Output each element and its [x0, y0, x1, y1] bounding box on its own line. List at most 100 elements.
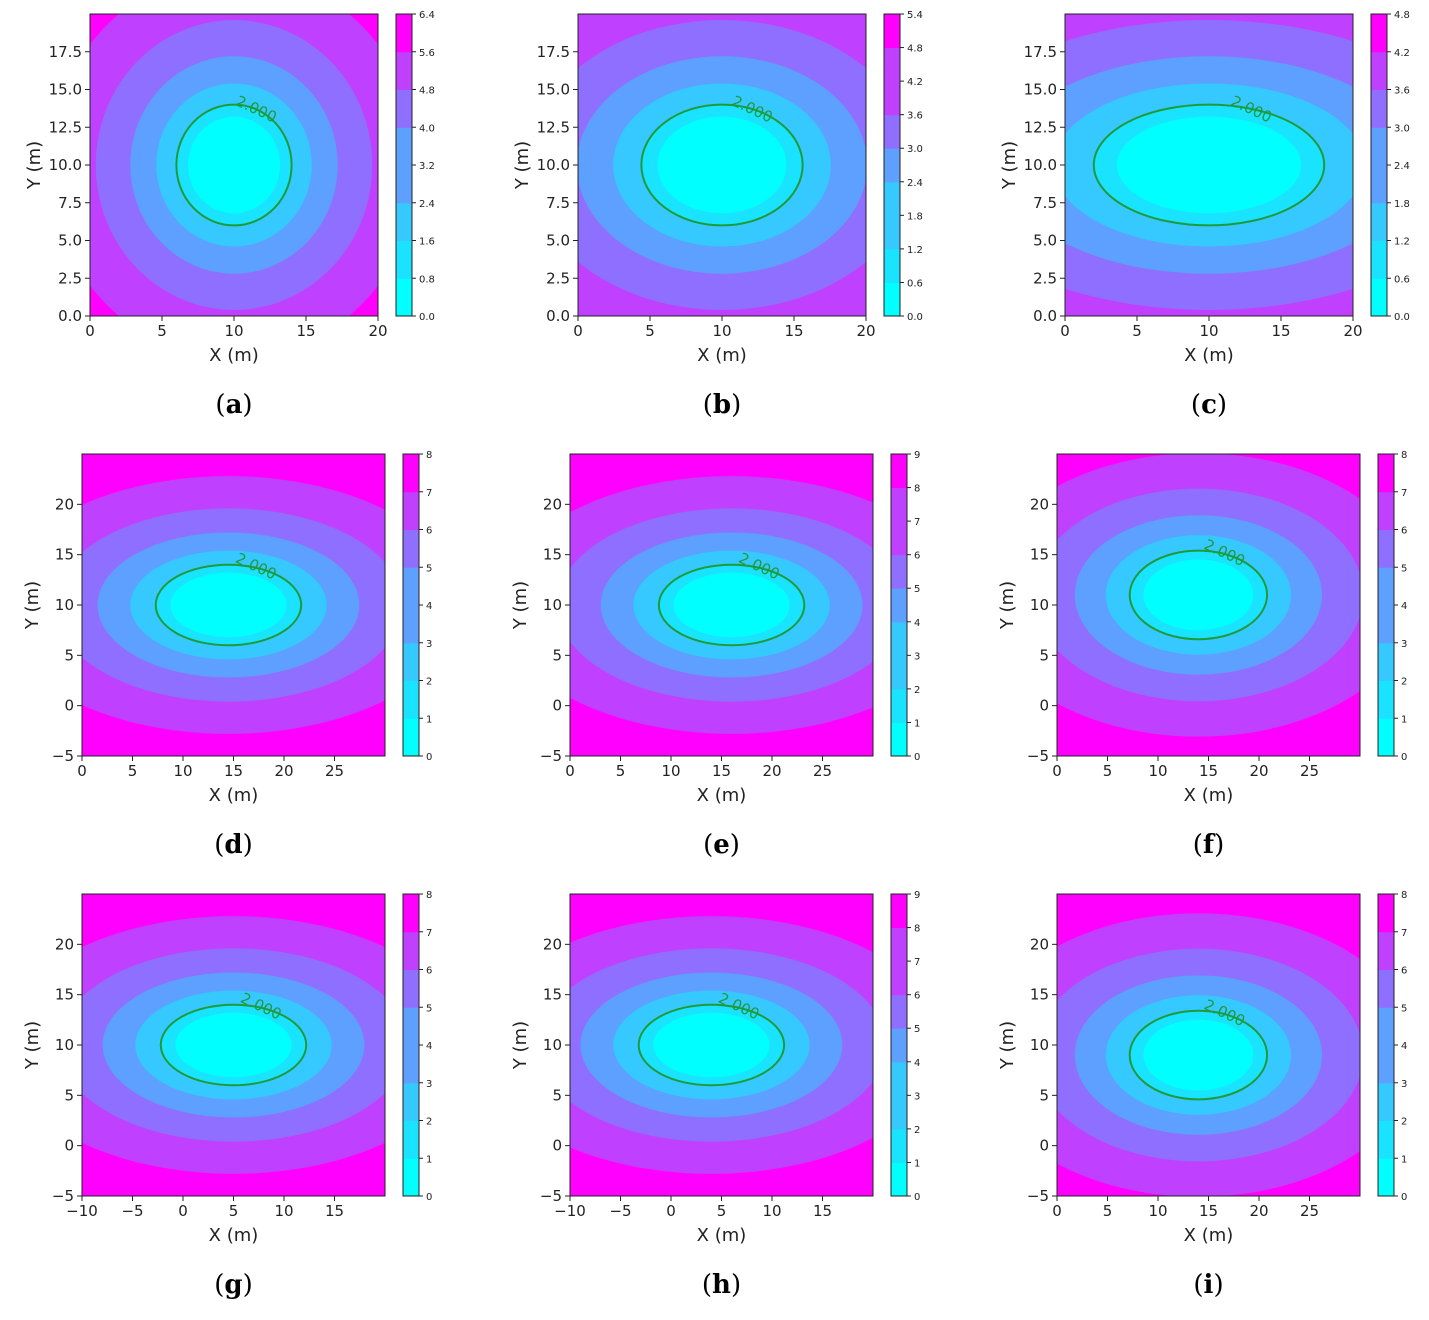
- x-tick-label: 15: [296, 322, 315, 340]
- colorbar-segment: [1378, 567, 1394, 606]
- x-tick-label: −10: [554, 1202, 586, 1220]
- band-core: [1143, 1019, 1254, 1091]
- colorbar-segment: [403, 718, 419, 757]
- x-axis-label: X (m): [1184, 785, 1234, 806]
- colorbar-segment: [403, 1158, 419, 1197]
- colorbar-tick-label: 6: [1401, 966, 1407, 977]
- y-tick-label: 0: [64, 697, 74, 715]
- colorbar-frame: [890, 893, 908, 1197]
- y-axis-label: Y (m): [997, 1021, 1018, 1070]
- y-axis-label: Y (m): [510, 581, 531, 630]
- colorbar-segment: [1378, 642, 1394, 681]
- y-axis-label: Y (m): [999, 141, 1020, 190]
- x-tick-label: 15: [1271, 322, 1290, 340]
- colorbar: 0.0 0.6 1.2 1.8 2.4 3.0 3.6 4.2 4.8: [1370, 10, 1410, 323]
- x-tick-label: 10: [1199, 322, 1218, 340]
- colorbar-tick-label: 5: [426, 563, 432, 574]
- colorbar: 0 1 2 3 4 5 6 7 8: [402, 890, 432, 1203]
- colorbar-tick-label: 4.2: [907, 77, 923, 88]
- x-tick-label: 0: [85, 322, 95, 340]
- colorbar-tick-label: 8: [1401, 450, 1407, 461]
- x-tick-label: 0: [666, 1202, 676, 1220]
- x-axis-label: X (m): [1184, 345, 1234, 366]
- colorbar-segment: [396, 202, 412, 241]
- panel-caption: (i): [1193, 1270, 1223, 1300]
- colorbar-tick-label: 3.6: [907, 111, 923, 122]
- y-axis-label: Y (m): [22, 581, 43, 630]
- colorbar-tick-label: 2.4: [907, 178, 923, 189]
- x-tick-label: 10: [762, 1202, 781, 1220]
- y-tick-label: 17.5: [1024, 43, 1057, 61]
- x-tick-label: 5: [157, 322, 167, 340]
- colorbar-segment: [396, 165, 412, 204]
- y-tick-label: 17.5: [49, 43, 82, 61]
- y-tick-label: 15: [55, 986, 74, 1004]
- colorbar-tick-label: 3.2: [419, 161, 435, 172]
- x-tick-label: 10: [1148, 1202, 1167, 1220]
- y-axis-label: Y (m): [997, 581, 1018, 630]
- x-tick-label: 15: [1199, 1202, 1218, 1220]
- colorbar-tick-label: 2.4: [419, 199, 435, 210]
- panel-caption: (d): [214, 830, 253, 860]
- band-core: [1116, 116, 1302, 214]
- colorbar-tick-label: 7: [426, 488, 432, 499]
- y-tick-label: 17.5: [537, 43, 570, 61]
- y-tick-label: 2.5: [1033, 269, 1057, 287]
- colorbar-tick-label: 4.8: [1394, 10, 1410, 21]
- y-tick-label: 10: [543, 1036, 562, 1054]
- y-tick-label: −5: [1027, 1187, 1049, 1205]
- colorbar-segment: [884, 282, 900, 317]
- x-tick-label: 10: [661, 762, 680, 780]
- colorbar-tick-label: 1.6: [419, 237, 435, 248]
- panel-caption: (b): [703, 390, 742, 420]
- y-tick-label: 15.0: [537, 81, 570, 99]
- y-tick-label: 10: [1030, 596, 1049, 614]
- y-tick-label: 0: [1039, 1137, 1049, 1155]
- colorbar-tick-label: 4: [1401, 1041, 1407, 1052]
- colorbar-tick-label: 0: [426, 752, 432, 763]
- x-tick-label: 10: [274, 1202, 293, 1220]
- plot-area: 2.000: [1057, 454, 1360, 756]
- colorbar-tick-label: 2: [1401, 1117, 1407, 1128]
- x-tick-label: 15: [784, 322, 803, 340]
- y-tick-label: 5: [1039, 646, 1049, 664]
- x-tick-label: 10: [1148, 762, 1167, 780]
- colorbar-segment: [891, 554, 907, 589]
- colorbar-segment: [403, 529, 419, 568]
- panel-caption: (f): [1193, 830, 1225, 860]
- colorbar-tick-label: 0.0: [1394, 312, 1410, 323]
- colorbar-tick-label: 6: [426, 966, 432, 977]
- contour-line: [1128, 1009, 1269, 1101]
- colorbar-segment: [1378, 454, 1394, 493]
- colorbar-segment: [403, 491, 419, 530]
- contour-line: [640, 103, 804, 227]
- colorbar-segment: [884, 215, 900, 250]
- x-tick-label: 15: [224, 762, 243, 780]
- colorbar-segment: [1378, 969, 1394, 1008]
- colorbar-segment: [1378, 680, 1394, 719]
- colorbar-tick-label: 4.0: [419, 123, 435, 134]
- colorbar-tick-label: 0.0: [907, 312, 923, 323]
- colorbar: 0 1 2 3 4 5 6 7 8 9: [890, 890, 920, 1203]
- y-tick-label: 0: [552, 697, 562, 715]
- colorbar-tick-label: 7: [426, 928, 432, 939]
- colorbar-tick-label: 7: [1401, 928, 1407, 939]
- y-tick-label: −5: [52, 747, 74, 765]
- colorbar-tick-label: 2.4: [1394, 161, 1410, 172]
- band-core: [657, 116, 787, 214]
- y-tick-label: 10.0: [537, 156, 570, 174]
- plot-area: 2.000: [1065, 14, 1353, 316]
- x-tick-label: 0: [1060, 322, 1070, 340]
- colorbar-tick-label: 2: [426, 1117, 432, 1128]
- x-tick-label: 15: [712, 762, 731, 780]
- band-core: [653, 1012, 770, 1078]
- band-core: [673, 572, 790, 638]
- colorbar-segment: [1378, 529, 1394, 568]
- colorbar-segment: [403, 605, 419, 644]
- y-axis-label: Y (m): [24, 141, 45, 190]
- x-tick-label: 10: [712, 322, 731, 340]
- x-tick-label: 15: [1199, 762, 1218, 780]
